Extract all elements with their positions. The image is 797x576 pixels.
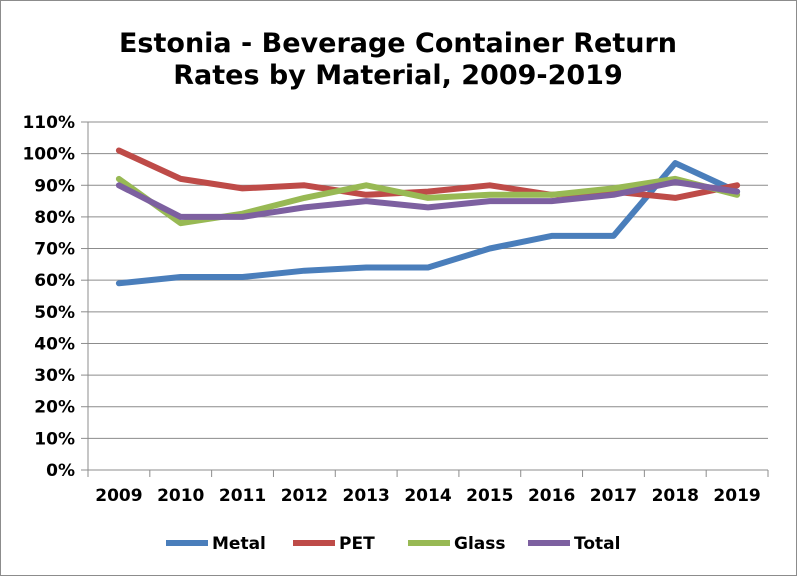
series-line-total	[115, 179, 741, 220]
legend: Metal PET Glass Total	[166, 534, 620, 554]
y-tick-label: 30%	[34, 366, 75, 386]
axes: 0% 10% 20% 30% 40% 50% 60% 70% 80% 90% 100% 110% 200…	[22, 113, 769, 506]
gridlines	[88, 121, 768, 439]
legend-label-glass: Glass	[454, 534, 506, 554]
y-tick-label: 100%	[22, 145, 75, 165]
y-tick-label: 110%	[22, 113, 75, 133]
y-tick-label: 20%	[34, 398, 75, 418]
x-tick-label: 2015	[466, 486, 513, 506]
chart-title-line-1: Estonia - Beverage Container Return	[119, 28, 677, 59]
x-tick-label: 2014	[404, 486, 451, 506]
y-tick-label: 10%	[34, 429, 75, 449]
x-tick-label: 2009	[95, 486, 142, 506]
x-tick-label: 2017	[590, 486, 637, 506]
series-line-metal	[115, 160, 741, 287]
series-lines	[115, 147, 741, 287]
y-tick-label: 60%	[34, 271, 75, 291]
x-tick-label: 2013	[343, 486, 390, 506]
chart-title-line-2: Rates by Material, 2009-2019	[173, 60, 623, 91]
x-tick-label: 2016	[528, 486, 575, 506]
y-tick-label: 90%	[34, 176, 75, 196]
legend-label-total: Total	[574, 534, 620, 554]
y-tick-label: 40%	[34, 334, 75, 354]
y-tick-label: 50%	[34, 303, 75, 323]
legend-label-metal: Metal	[212, 534, 266, 554]
x-tick-label: 2011	[219, 486, 266, 506]
y-tick-label: 70%	[34, 240, 75, 260]
x-tick-label: 2012	[281, 486, 328, 506]
legend-label-pet: PET	[339, 534, 375, 554]
y-tick-label: 80%	[34, 208, 75, 228]
x-tick-label: 2010	[157, 486, 204, 506]
x-tick-label: 2019	[713, 486, 760, 506]
series-line-pet	[115, 147, 741, 201]
y-tick-label: 0%	[46, 461, 75, 481]
x-tick-label: 2018	[652, 486, 699, 506]
